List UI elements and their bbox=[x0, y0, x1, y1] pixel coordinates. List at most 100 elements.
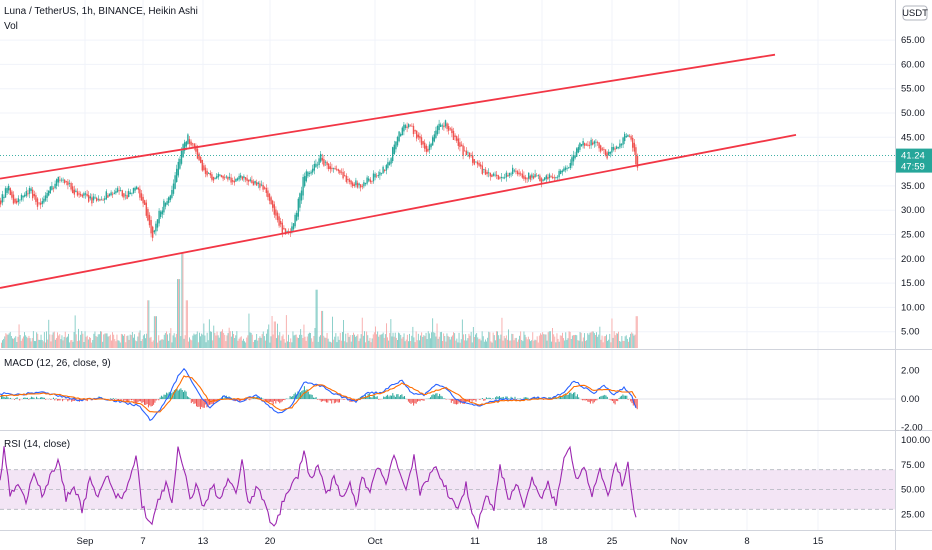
volume-bar bbox=[131, 332, 133, 348]
candle-body bbox=[476, 161, 479, 165]
volume-bar bbox=[529, 339, 530, 348]
volume-bar bbox=[267, 329, 269, 348]
macd-histogram-bar bbox=[154, 399, 156, 403]
candle-body bbox=[163, 200, 165, 213]
volume-bar bbox=[614, 335, 616, 348]
candle-body bbox=[457, 138, 459, 146]
candle-body bbox=[456, 136, 458, 141]
macd-histogram-bar bbox=[469, 399, 470, 402]
macd-histogram-bar bbox=[14, 399, 15, 400]
price-tick-label: 30.00 bbox=[901, 205, 925, 216]
volume-bar bbox=[48, 319, 50, 348]
candle-body bbox=[385, 165, 387, 171]
volume-bar bbox=[582, 337, 584, 348]
macd-histogram-bar bbox=[281, 399, 283, 402]
volume-bar bbox=[263, 336, 265, 348]
candle-body bbox=[627, 134, 629, 137]
candle-body bbox=[276, 212, 279, 221]
macd-histogram-bar bbox=[231, 397, 233, 399]
volume-bar bbox=[532, 332, 534, 348]
time-axis[interactable]: Sep 7 13 20 Oct 11 18 25 Nov 8 15 bbox=[77, 536, 824, 547]
macd-histogram-bar bbox=[358, 398, 360, 399]
volume-bar bbox=[17, 336, 19, 348]
volume-bar bbox=[7, 334, 9, 348]
volume-bar bbox=[283, 339, 285, 348]
volume-bar bbox=[65, 337, 67, 348]
volume-bar bbox=[632, 333, 634, 348]
candle-body bbox=[54, 183, 56, 189]
volume-bar bbox=[199, 332, 200, 348]
volume-bar bbox=[64, 331, 66, 348]
volume-bar bbox=[240, 336, 242, 348]
price-tick-label: 15.00 bbox=[901, 278, 925, 289]
macd-histogram-bar bbox=[203, 399, 205, 408]
volume-bar bbox=[134, 334, 135, 348]
candle-body bbox=[241, 176, 243, 180]
macd-histogram-bar bbox=[63, 399, 65, 400]
candle-body bbox=[6, 188, 8, 193]
candle-body bbox=[336, 168, 338, 170]
candle-body bbox=[502, 177, 504, 179]
volume-bar bbox=[338, 339, 340, 348]
volume-bar bbox=[195, 334, 197, 348]
volume-bar bbox=[342, 332, 343, 348]
macd-histogram-bar bbox=[15, 398, 17, 399]
volume-bar bbox=[123, 335, 124, 348]
candle-body bbox=[230, 177, 232, 183]
macd-histogram-bar bbox=[440, 395, 442, 399]
macd-label[interactable]: MACD (12, 26, close, 9) bbox=[4, 358, 111, 369]
bar-countdown: 47:59 bbox=[901, 162, 925, 173]
candle-body bbox=[459, 142, 461, 147]
currency-badge[interactable]: USDT bbox=[902, 5, 928, 21]
volume-bar bbox=[435, 336, 437, 348]
symbol-legend[interactable]: Luna / TetherUS, 1h, BINANCE, Heikin Ash… bbox=[4, 6, 198, 17]
candle-body bbox=[614, 148, 616, 150]
macd-histogram-bar bbox=[311, 394, 313, 399]
candle-body bbox=[62, 179, 64, 181]
volume-bar bbox=[629, 337, 630, 348]
candle-body bbox=[403, 124, 405, 132]
macd-histogram-bar bbox=[495, 397, 496, 399]
macd-histogram-bar bbox=[418, 399, 420, 401]
volume-bar bbox=[69, 342, 71, 348]
volume-bar bbox=[591, 331, 593, 348]
volume-bar bbox=[364, 331, 365, 348]
macd-histogram-bar bbox=[159, 397, 161, 399]
candle-body bbox=[304, 176, 306, 187]
macd-histogram-bar bbox=[621, 395, 623, 399]
candle-body bbox=[164, 202, 167, 207]
volume-bar bbox=[204, 335, 206, 348]
macd-histogram-bar bbox=[76, 399, 78, 400]
macd-histogram-bar bbox=[526, 397, 528, 399]
macd-histogram-bar bbox=[392, 393, 394, 399]
macd-histogram-bar bbox=[192, 399, 194, 402]
macd-histogram-bar bbox=[279, 399, 281, 404]
volume-bar bbox=[34, 341, 35, 348]
candle-body bbox=[182, 144, 184, 158]
volume-bar bbox=[120, 333, 122, 348]
candle-body bbox=[356, 182, 359, 188]
trendlines[interactable] bbox=[0, 53, 797, 289]
volume-bar bbox=[36, 332, 38, 348]
rsi-label[interactable]: RSI (14, close) bbox=[4, 439, 70, 450]
volume-bar bbox=[613, 331, 615, 348]
macd-histogram-bar bbox=[627, 399, 629, 400]
macd-histogram-bar bbox=[28, 399, 30, 400]
candle-body bbox=[579, 143, 581, 150]
candle-body bbox=[344, 175, 346, 177]
macd-histogram-bar bbox=[310, 394, 312, 399]
candle-body bbox=[564, 167, 567, 170]
volume-legend[interactable]: Vol bbox=[4, 21, 18, 32]
macd-histogram-bar bbox=[417, 399, 418, 402]
candle-body bbox=[172, 183, 175, 194]
macd-histogram-bar bbox=[190, 399, 192, 404]
price-axis[interactable]: 65.0060.0055.0050.0045.0040.0035.0030.00… bbox=[901, 35, 930, 520]
candle-body bbox=[72, 186, 74, 193]
candle-body bbox=[358, 183, 360, 186]
volume-bar bbox=[104, 333, 106, 348]
volume-bar bbox=[460, 339, 462, 348]
candle-body bbox=[409, 125, 411, 127]
volume-bar bbox=[54, 339, 56, 348]
candle-body bbox=[252, 181, 255, 186]
